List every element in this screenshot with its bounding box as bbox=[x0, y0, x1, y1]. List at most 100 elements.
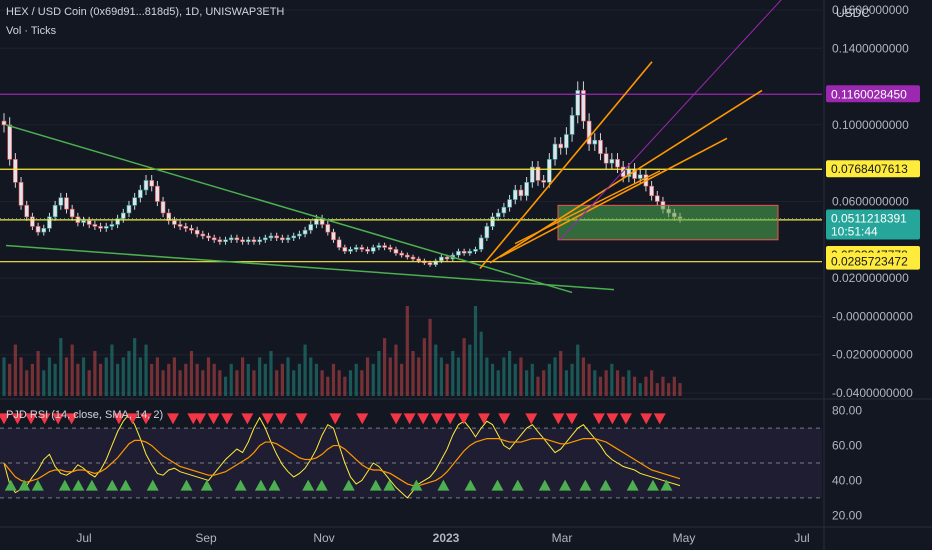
candle-body bbox=[297, 233, 302, 237]
candle-body bbox=[603, 153, 609, 164]
candle-body bbox=[336, 239, 342, 248]
price-label-value: 0.0511218391 bbox=[831, 212, 907, 226]
price-label-countdown: 10:51:44 bbox=[831, 225, 878, 239]
buy-signal-marker bbox=[538, 479, 551, 491]
volume-bar bbox=[76, 363, 80, 396]
candle-body bbox=[98, 226, 103, 229]
candle-body bbox=[183, 226, 189, 229]
volume-bar bbox=[513, 363, 517, 396]
candle-body bbox=[160, 201, 166, 214]
candle-body bbox=[47, 216, 52, 229]
candle-body bbox=[433, 260, 439, 265]
volume-bar bbox=[615, 370, 620, 396]
candle-body bbox=[251, 239, 257, 243]
volume-bar bbox=[87, 370, 91, 396]
candle-body bbox=[564, 134, 569, 149]
candle-body bbox=[81, 220, 86, 223]
sell-signal-marker bbox=[525, 413, 538, 425]
price-label-bg bbox=[826, 209, 920, 240]
volume-bar bbox=[161, 370, 165, 396]
volume-bar bbox=[348, 370, 353, 396]
candle-body bbox=[24, 205, 30, 218]
volume-bar bbox=[292, 370, 296, 396]
volume-bar bbox=[530, 363, 534, 396]
volume-bar bbox=[201, 370, 205, 396]
candle-body bbox=[35, 226, 41, 233]
sell-signal-marker bbox=[444, 413, 457, 425]
volume-bar bbox=[525, 370, 529, 396]
volume-bar bbox=[576, 344, 580, 396]
candle-body bbox=[331, 231, 336, 241]
buy-signal-marker bbox=[254, 479, 267, 491]
candle-body bbox=[285, 237, 291, 241]
candle-body bbox=[461, 250, 467, 254]
sell-signal-marker bbox=[194, 413, 207, 425]
time-tick-label: Sep bbox=[195, 531, 217, 545]
wedge-upper-line bbox=[5, 124, 573, 294]
price-label-value: 0.0768407613 bbox=[831, 162, 908, 176]
volume-bar bbox=[309, 357, 313, 396]
buy-signal-marker bbox=[72, 479, 85, 491]
candle-body bbox=[211, 237, 217, 241]
volume-bar bbox=[150, 363, 154, 396]
candle-body bbox=[473, 249, 478, 252]
candle-body bbox=[234, 237, 240, 241]
buy-signal-marker bbox=[106, 479, 119, 491]
volume-bar bbox=[411, 351, 415, 396]
candle-body bbox=[18, 182, 24, 206]
buy-signal-marker bbox=[660, 479, 673, 491]
price-tick-label: 0.0600000000 bbox=[832, 195, 909, 209]
candle-body bbox=[484, 226, 490, 239]
rsi-tick-label: 80.00 bbox=[832, 404, 862, 418]
candle-body bbox=[155, 185, 160, 202]
candle-body bbox=[69, 208, 75, 218]
buy-signal-marker bbox=[302, 479, 315, 491]
volume-bar bbox=[439, 357, 444, 396]
volume-bar bbox=[320, 370, 324, 396]
volume-bar bbox=[184, 363, 188, 396]
volume-bar bbox=[138, 357, 142, 396]
candle-body bbox=[206, 235, 211, 239]
volume-bar bbox=[8, 363, 12, 396]
rsi-tick-label: 40.00 bbox=[832, 473, 862, 487]
volume-bar bbox=[604, 370, 608, 396]
candle-body bbox=[223, 239, 228, 243]
sell-signal-marker bbox=[477, 413, 490, 425]
volume-bar bbox=[116, 363, 120, 396]
volume-bar bbox=[593, 370, 597, 396]
volume-bar bbox=[47, 357, 52, 396]
candle-body bbox=[143, 180, 149, 191]
volume-bar bbox=[621, 376, 625, 396]
candle-body bbox=[569, 115, 575, 135]
volume-bar bbox=[661, 376, 665, 396]
candle-body bbox=[382, 245, 387, 248]
buy-signal-marker bbox=[369, 479, 382, 491]
volume-bar bbox=[644, 376, 648, 396]
candle-body bbox=[172, 220, 177, 225]
candle-body bbox=[257, 239, 262, 243]
volume-bar bbox=[649, 370, 654, 396]
volume-bar bbox=[59, 338, 63, 396]
time-tick-label: Jul bbox=[76, 531, 91, 545]
time-tick-label: Mar bbox=[552, 531, 573, 545]
candle-body bbox=[456, 250, 461, 256]
symbol-title: HEX / USD Coin (0x69d91...818d5), 1D, UN… bbox=[6, 6, 285, 18]
candle-body bbox=[649, 185, 654, 197]
candle-body bbox=[495, 212, 501, 218]
buy-signal-marker bbox=[31, 479, 44, 491]
volume-bar bbox=[121, 357, 125, 396]
sell-signal-marker bbox=[207, 413, 220, 425]
volume-bar bbox=[400, 363, 404, 396]
candle-body bbox=[467, 250, 473, 254]
candle-body bbox=[1, 120, 7, 126]
candle-body bbox=[149, 180, 154, 187]
volume-bar bbox=[462, 338, 466, 396]
volume-bar bbox=[394, 344, 398, 396]
volume-bar bbox=[172, 357, 177, 396]
volume-bar bbox=[144, 344, 148, 396]
sell-signal-marker bbox=[329, 413, 342, 425]
candle-body bbox=[194, 229, 200, 235]
candle-body bbox=[359, 247, 365, 250]
buy-signal-marker bbox=[559, 479, 572, 491]
